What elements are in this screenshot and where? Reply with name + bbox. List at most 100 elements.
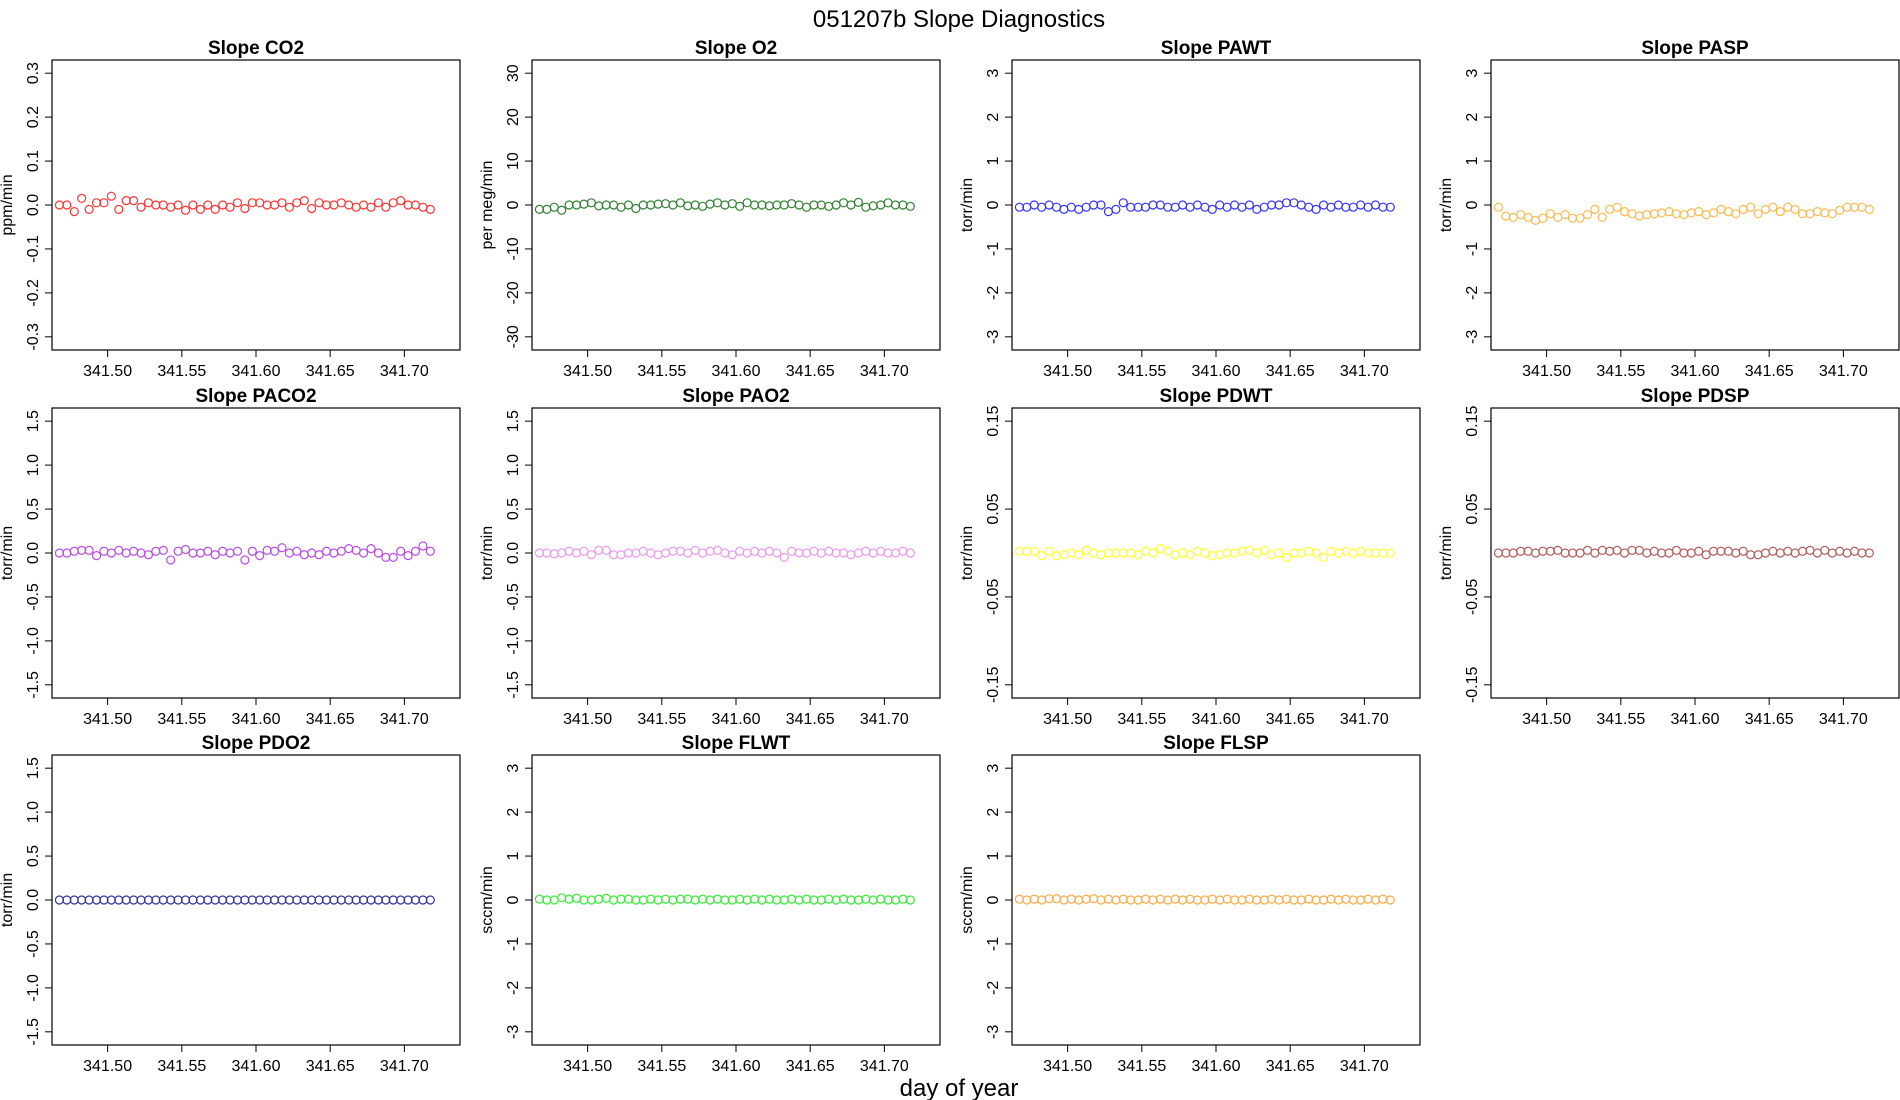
x-tick-label: 341.65 [786, 1058, 835, 1075]
y-tick-label: -3 [985, 330, 1002, 344]
y-tick-label: -0.5 [505, 583, 522, 611]
x-tick-label: 341.50 [83, 363, 132, 380]
data-point [1044, 200, 1054, 210]
data-point [1746, 202, 1756, 212]
data-point [905, 548, 915, 558]
data-point [1066, 202, 1076, 212]
data-point [1148, 895, 1158, 905]
data-point [1296, 200, 1306, 210]
data-point [764, 546, 774, 556]
y-tick-label: 2 [985, 808, 1002, 817]
data-point [883, 548, 893, 558]
data-point [166, 895, 176, 905]
data-point [608, 550, 619, 560]
data-point [727, 199, 737, 209]
data-point [1378, 894, 1388, 904]
data-point [173, 546, 183, 556]
y-tick-label: 3 [985, 69, 1002, 78]
data-point [299, 550, 309, 560]
data-point [1244, 545, 1254, 555]
data-point [1775, 548, 1785, 558]
data-point [1370, 548, 1381, 558]
data-point [151, 200, 161, 210]
data-point [838, 894, 849, 904]
y-tick-label: -3 [505, 1025, 522, 1039]
data-point [594, 201, 604, 211]
x-tick-label: 341.60 [232, 363, 281, 380]
data-point [269, 200, 280, 210]
data-point [1827, 548, 1837, 558]
data-point [1066, 894, 1076, 904]
data-point [534, 894, 545, 904]
panel-title: Slope PAWT [1161, 38, 1272, 59]
y-tick-label: 2 [985, 113, 1002, 122]
data-point [564, 546, 574, 556]
data-point [846, 200, 856, 210]
y-tick-label: -1.0 [25, 974, 42, 1002]
data-point [114, 895, 124, 905]
x-tick-label: 341.55 [637, 711, 686, 728]
data-point [1229, 895, 1240, 905]
y-tick-label: 0.05 [985, 493, 1002, 524]
figure-x-axis-label: day of year [900, 1075, 1019, 1100]
x-tick-label: 341.70 [860, 363, 909, 380]
data-point [1311, 548, 1321, 558]
data-point [1694, 206, 1704, 217]
data-point [772, 200, 782, 210]
data-point [564, 200, 574, 210]
data-point [1326, 202, 1336, 212]
data-point [1783, 202, 1793, 212]
data-point [1553, 545, 1563, 555]
x-tick-label: 341.65 [1266, 363, 1315, 380]
data-point [173, 895, 183, 905]
data-point [1753, 209, 1763, 219]
data-point [1849, 546, 1860, 556]
data-point [1281, 198, 1292, 208]
data-point [1501, 211, 1511, 221]
data-point [1222, 202, 1232, 212]
data-point [757, 548, 767, 558]
data-point [1679, 210, 1689, 220]
data-point [314, 895, 324, 905]
x-tick-label: 341.50 [83, 1058, 132, 1075]
data-point [1657, 548, 1667, 558]
data-point [1768, 546, 1778, 556]
data-point [1118, 198, 1128, 208]
data-point [1029, 200, 1039, 210]
data-point [1133, 202, 1143, 212]
data-point [1348, 548, 1358, 558]
data-point [203, 895, 213, 905]
data-point [240, 203, 250, 214]
panel-5: Slope PACO2 torr/min -1.5 -1.0 -0.5 0.0 0.5 1.0… [0, 386, 461, 728]
data-point [1679, 548, 1689, 558]
data-point [838, 198, 849, 208]
data-point [1370, 895, 1381, 905]
data-point [772, 895, 782, 905]
data-point [1827, 209, 1837, 219]
data-point [586, 198, 596, 208]
data-point [1501, 548, 1511, 558]
data-point [1148, 548, 1158, 558]
data-point [1096, 200, 1106, 210]
data-point [601, 545, 611, 555]
y-tick-label: -0.5 [25, 583, 42, 611]
data-point [779, 895, 789, 905]
data-point [1657, 208, 1667, 218]
data-point [861, 546, 871, 556]
data-point [705, 546, 715, 556]
data-point [180, 895, 191, 905]
data-point [660, 548, 671, 558]
y-tick-label: -0.05 [985, 579, 1002, 616]
data-point [321, 546, 332, 556]
y-tick-label: 20 [505, 108, 522, 126]
data-point [1812, 548, 1823, 558]
data-point [571, 893, 582, 903]
data-point [284, 548, 294, 558]
data-point [1627, 545, 1637, 555]
data-point [542, 895, 552, 905]
data-point [1385, 202, 1395, 212]
x-tick-label: 341.70 [860, 711, 909, 728]
data-point [1341, 546, 1351, 556]
data-point [358, 895, 369, 905]
data-point [727, 895, 737, 905]
